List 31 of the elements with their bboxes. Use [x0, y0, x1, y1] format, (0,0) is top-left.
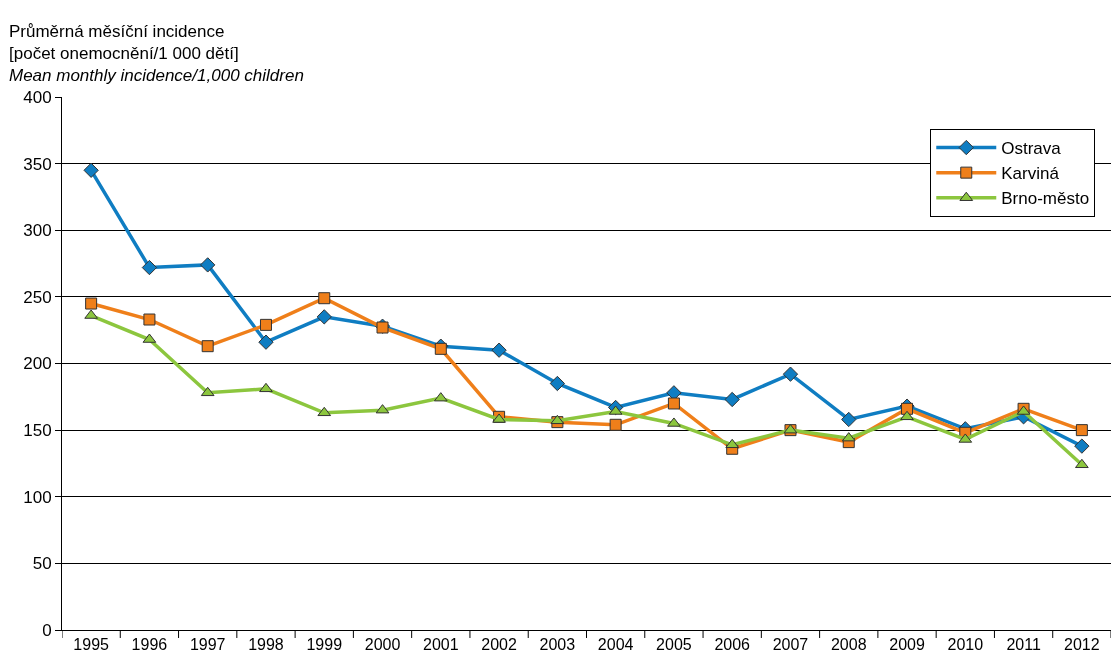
- y-tick-label: 300: [23, 221, 52, 241]
- y-tick-label: 250: [23, 287, 52, 307]
- x-tick-label: 1999: [306, 636, 343, 654]
- x-tick-label: 2004: [597, 636, 634, 654]
- x-tick-label: 1995: [73, 636, 110, 654]
- x-tick-label: 2002: [481, 636, 517, 654]
- x-tick-label: 1996: [131, 636, 168, 654]
- x-tick-label: 2001: [423, 636, 459, 654]
- x-tick-label: 2012: [1064, 636, 1100, 654]
- x-tick-label: 2005: [656, 636, 692, 654]
- x-tick-label: 2003: [539, 636, 576, 654]
- legend-label: Ostrava: [1001, 139, 1062, 159]
- y-tick-label: 150: [23, 421, 52, 441]
- x-tick-label: 1998: [248, 636, 284, 654]
- x-tick-label: 1997: [189, 636, 226, 654]
- y-tick-label: 350: [23, 154, 52, 174]
- legend-label: Brno-město: [1001, 189, 1090, 209]
- legend-label: Karviná: [1001, 164, 1060, 184]
- y-tick-label: 0: [42, 620, 52, 640]
- y-tick-label: 200: [23, 354, 52, 374]
- x-tick-label: 2008: [830, 636, 867, 654]
- y-tick-label: 400: [23, 87, 52, 107]
- x-tick-label: 2007: [772, 636, 809, 654]
- y-tick-label: 50: [32, 554, 52, 574]
- x-tick-label: 2010: [947, 636, 984, 654]
- x-tick-label: 2000: [364, 636, 401, 654]
- x-tick-label: 2009: [889, 636, 925, 654]
- x-tick-label: 2006: [714, 636, 751, 654]
- y-axis-title: Průměrná měsíční incidence [počet onemocnění/1 000 dětí] Mean monthly incidence/1,000 children: [9, 22, 304, 86]
- y-tick-label: 100: [23, 487, 52, 507]
- x-tick-label: 2011: [1006, 636, 1041, 654]
